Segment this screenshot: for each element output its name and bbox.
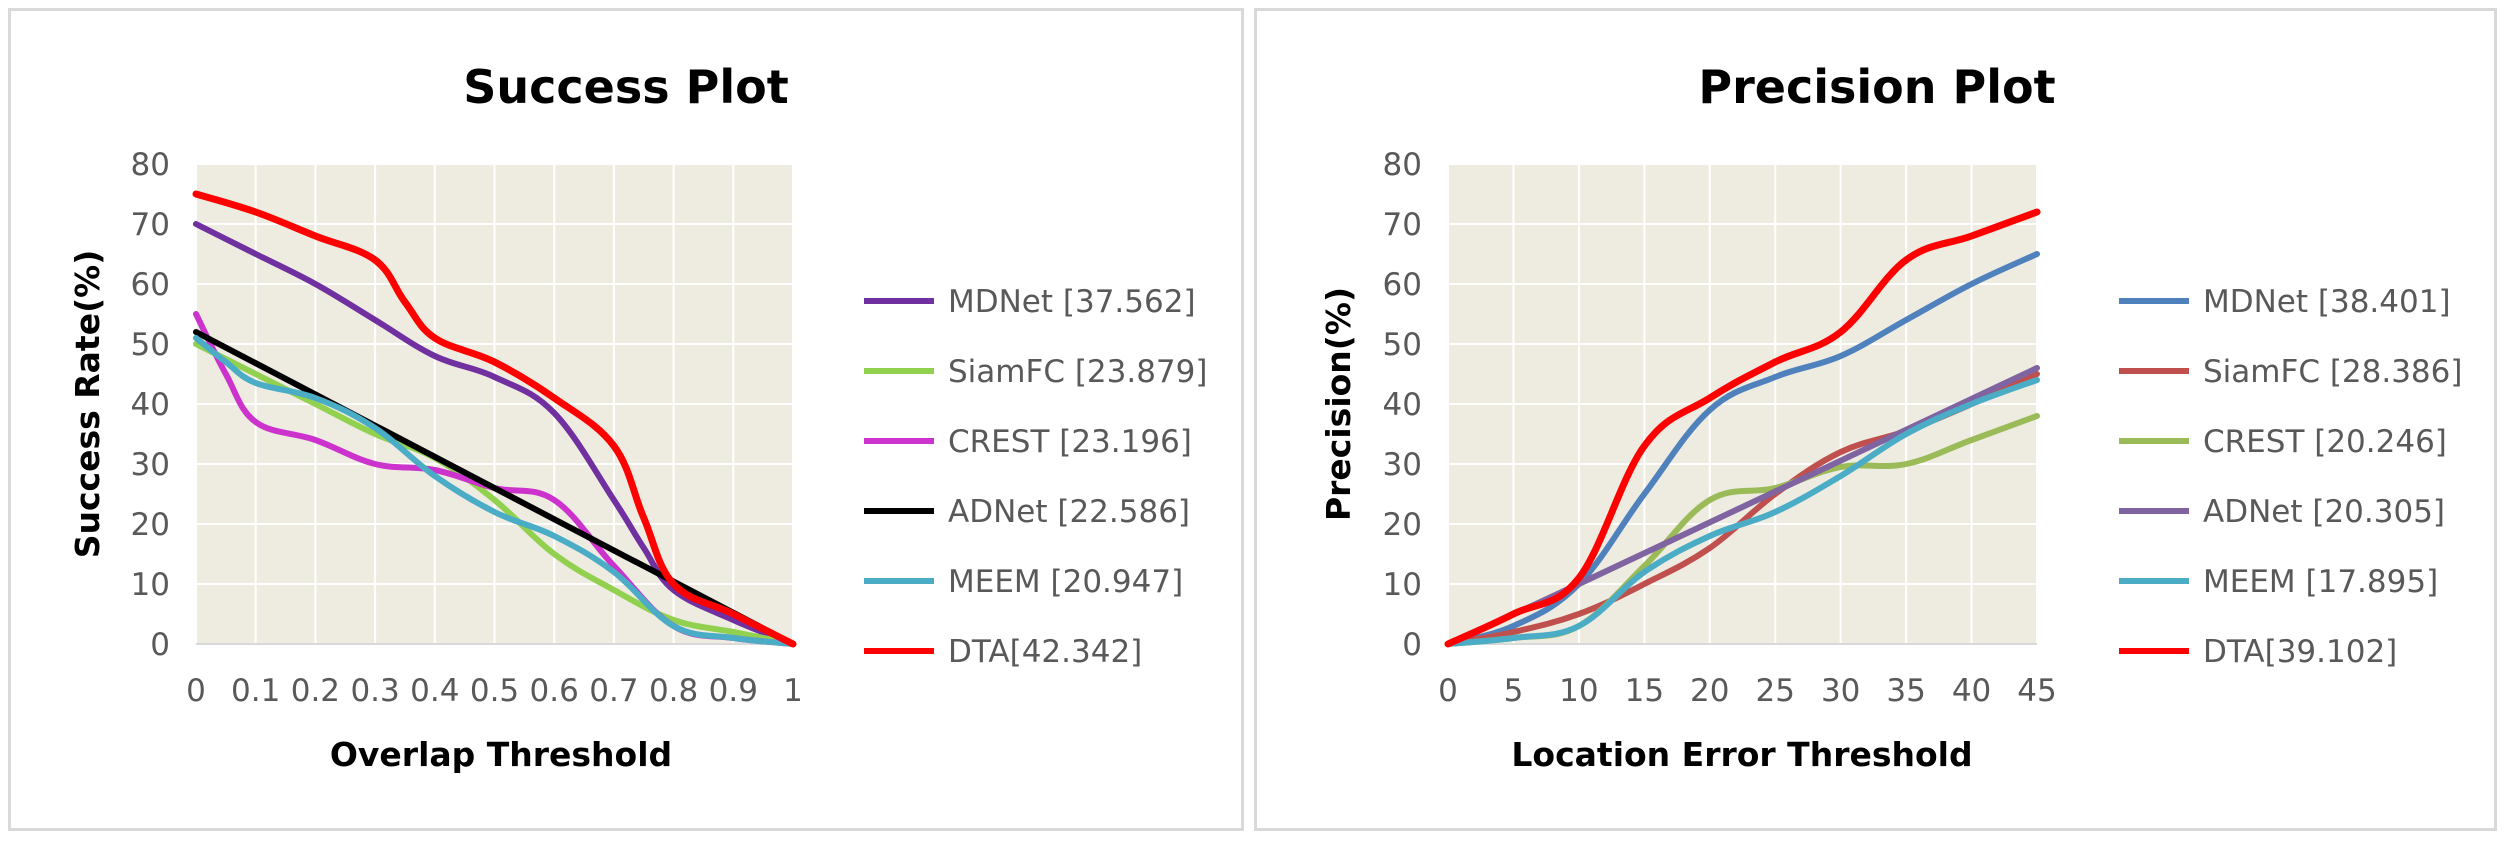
x-tick-label: 0.5 [470,673,519,709]
series-lines [1444,208,2041,648]
y-tick-label: 20 [1383,507,1422,543]
chart-title: Success Plot [463,60,788,114]
y-tick-label: 0 [150,627,170,663]
legend-entry: DTA[42.342] [948,634,1142,670]
x-tick-label: 0 [186,673,206,709]
x-tick-label: 0.2 [291,673,340,709]
x-tick-label: 10 [1559,673,1598,709]
series-lines [192,190,797,648]
x-tick-label: 20 [1690,673,1729,709]
legend-entry: MDNet [38.401] [2203,284,2451,320]
y-tick-label: 50 [131,327,170,363]
legend-entry: ADNet [20.305] [2203,494,2445,530]
x-tick-label: 5 [1504,673,1524,709]
x-tick-label: 0.8 [649,673,698,709]
x-tick-label: 15 [1625,673,1664,709]
y-tick-label: 70 [131,207,170,243]
y-tick-label: 50 [1383,327,1422,363]
legend: MDNet [37.562] SiamFC [23.879] CREST [23.1… [864,284,1207,670]
x-axis-label: Location Error Threshold [1511,735,1972,774]
legend-entry: CREST [20.246] [2203,424,2447,460]
x-tick-label: 0.9 [709,673,758,709]
series-line [1445,251,2040,647]
legend-entry: CREST [23.196] [948,424,1192,460]
legend-entry: MEEM [20.947] [948,564,1183,600]
legend: MDNet [38.401] SiamFC [28.386] CREST [20.2… [2119,284,2462,670]
y-tick-label: 10 [131,567,170,603]
success-plot-panel: Success Plot 0 10 20 30 40 50 60 70 80 0 0.1 0.2 0.3 0… [8,8,1244,831]
y-tick-label: 0 [1402,627,1422,663]
x-tick-label: 0.6 [530,673,579,709]
x-tick-label: 0.4 [410,673,459,709]
series-line [193,329,796,647]
y-tick-label: 60 [1383,267,1422,303]
legend-entry: DTA[39.102] [2203,634,2397,670]
y-axis-label: Precision(%) [1319,287,1358,521]
x-tick-label: 45 [2017,673,2056,709]
x-tick-label: 35 [1886,673,1925,709]
legend-entry: SiamFC [28.386] [2203,354,2462,390]
y-tick-label: 40 [1383,387,1422,423]
chart-title: Precision Plot [1698,60,2055,114]
x-tick-label: 30 [1821,673,1860,709]
y-tick-label: 80 [131,147,170,183]
x-tick-label: 0.1 [231,673,280,709]
precision-plot-panel: Precision Plot 0 10 20 30 40 50 60 70 80 0 5 10 15 20 2… [1254,8,2497,831]
y-tick-label: 80 [1383,147,1422,183]
x-tick-label: 25 [1755,673,1794,709]
y-axis-label: Success Rate(%) [68,250,107,559]
series-line [192,190,797,648]
x-axis-label: Overlap Threshold [330,735,672,774]
x-tick-label: 1 [783,673,803,709]
gridlines [1447,163,2038,645]
y-tick-label: 30 [1383,447,1422,483]
y-tick-label: 20 [131,507,170,543]
x-tick-label: 0 [1438,673,1458,709]
x-tick-label: 0.7 [589,673,638,709]
y-tick-label: 30 [131,447,170,483]
series-line [1444,208,2041,648]
x-tick-label: 0.3 [350,673,399,709]
precision-plot-chart: Precision Plot 0 10 20 30 40 50 60 70 80 0 5 10 15 20 2… [1319,60,2462,774]
series-line [1445,377,2040,647]
y-tick-label: 60 [131,267,170,303]
series-line [193,221,796,647]
success-plot-chart: Success Plot 0 10 20 30 40 50 60 70 80 0 0.1 0.2 0.3 0… [68,60,1207,774]
y-tick-label: 10 [1383,567,1422,603]
y-tick-label: 40 [131,387,170,423]
series-line [193,335,796,647]
legend-entry: SiamFC [23.879] [948,354,1207,390]
y-tick-label: 70 [1383,207,1422,243]
legend-entry: ADNet [22.586] [948,494,1190,530]
x-tick-label: 40 [1952,673,1991,709]
legend-entry: MEEM [17.895] [2203,564,2438,600]
legend-entry: MDNet [37.562] [948,284,1196,320]
